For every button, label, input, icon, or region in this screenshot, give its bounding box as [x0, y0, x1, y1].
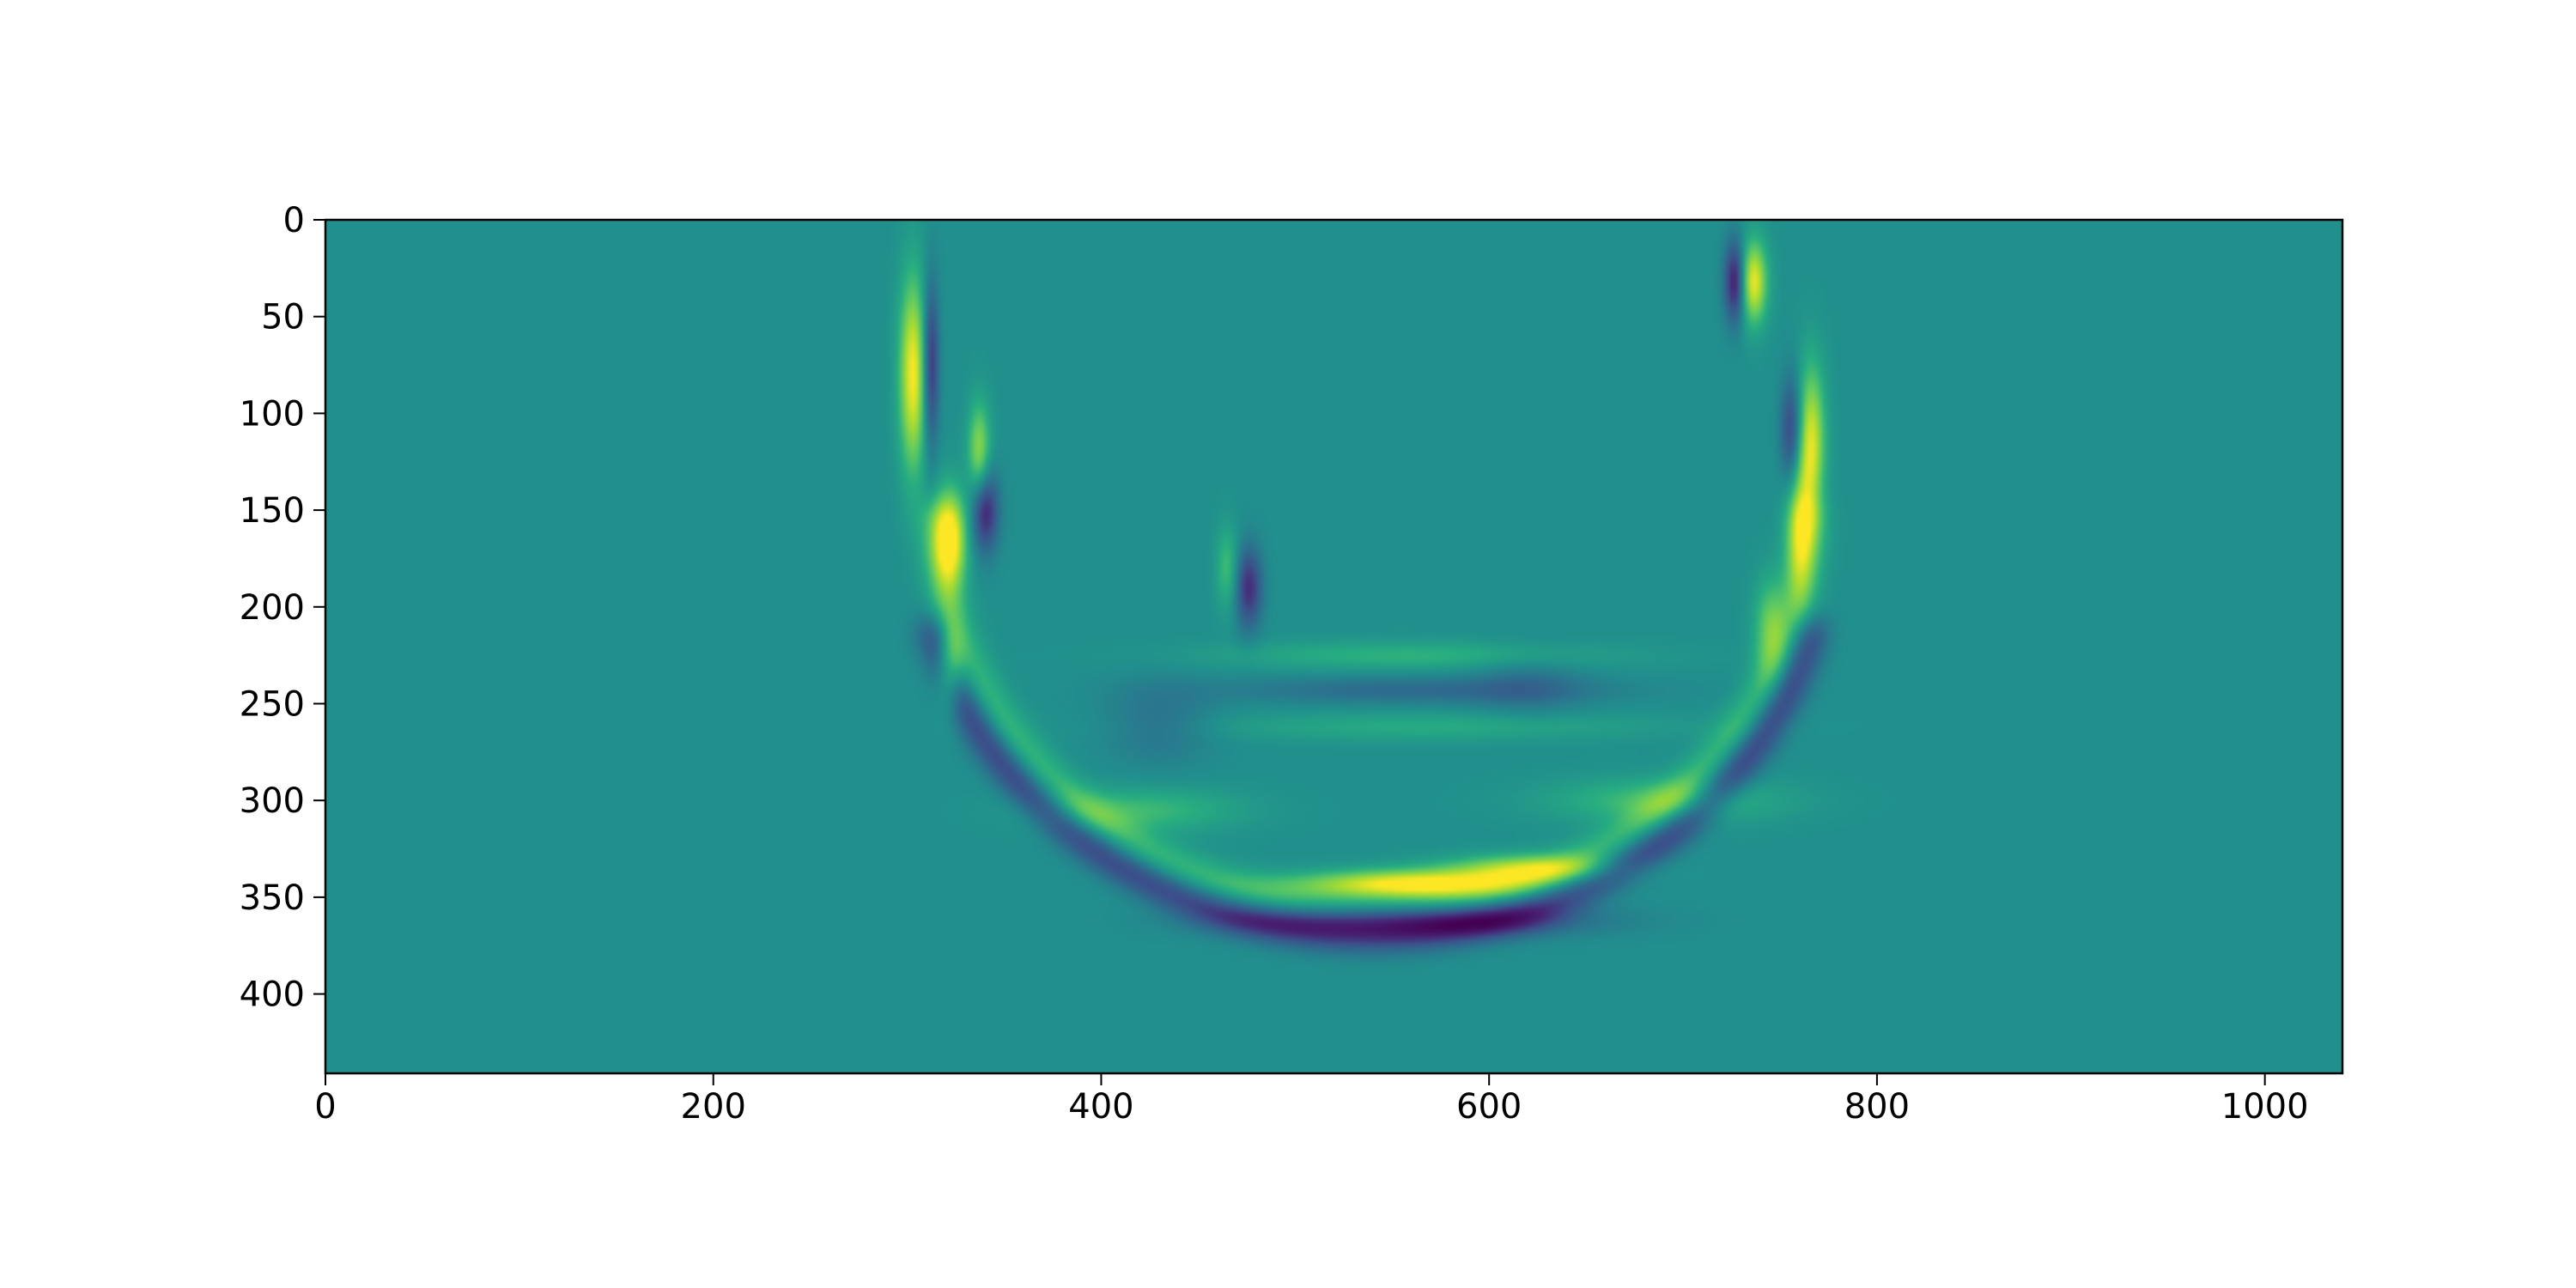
plot-area	[324, 218, 2344, 1075]
y-tick-label: 0	[283, 201, 305, 240]
y-tick-label: 100	[240, 394, 305, 434]
heatmap-image	[325, 220, 2342, 1073]
y-tick-label: 200	[240, 588, 305, 628]
x-tick-label: 400	[1068, 1087, 1133, 1127]
y-tick-label: 150	[240, 491, 305, 531]
y-tick-label: 50	[261, 298, 305, 337]
y-tick-label: 250	[240, 684, 305, 724]
y-axis: 0 50 100 150 200 250 300 350 400	[240, 201, 325, 1015]
x-tick-label: 200	[681, 1087, 746, 1127]
x-axis: 0 200 400 600 800 1000	[314, 1073, 2309, 1127]
y-tick-label: 400	[240, 975, 305, 1015]
x-tick-label: 0	[314, 1087, 336, 1127]
x-tick-label: 800	[1844, 1087, 1910, 1127]
y-tick-label: 350	[240, 878, 305, 918]
y-tick-label: 300	[240, 781, 305, 821]
x-tick-label: 600	[1456, 1087, 1522, 1127]
x-tick-label: 1000	[2221, 1087, 2309, 1127]
plot-frame	[324, 218, 2344, 1075]
